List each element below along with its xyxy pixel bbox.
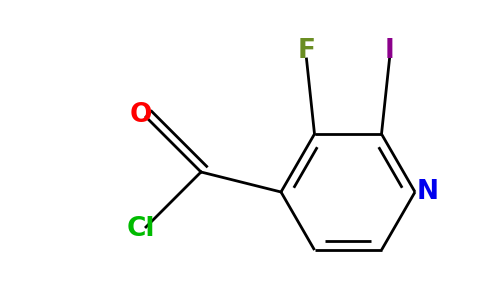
Text: O: O <box>130 102 152 128</box>
Text: F: F <box>298 38 316 64</box>
Text: N: N <box>417 179 439 205</box>
Text: Cl: Cl <box>127 216 155 242</box>
Text: I: I <box>385 38 394 64</box>
